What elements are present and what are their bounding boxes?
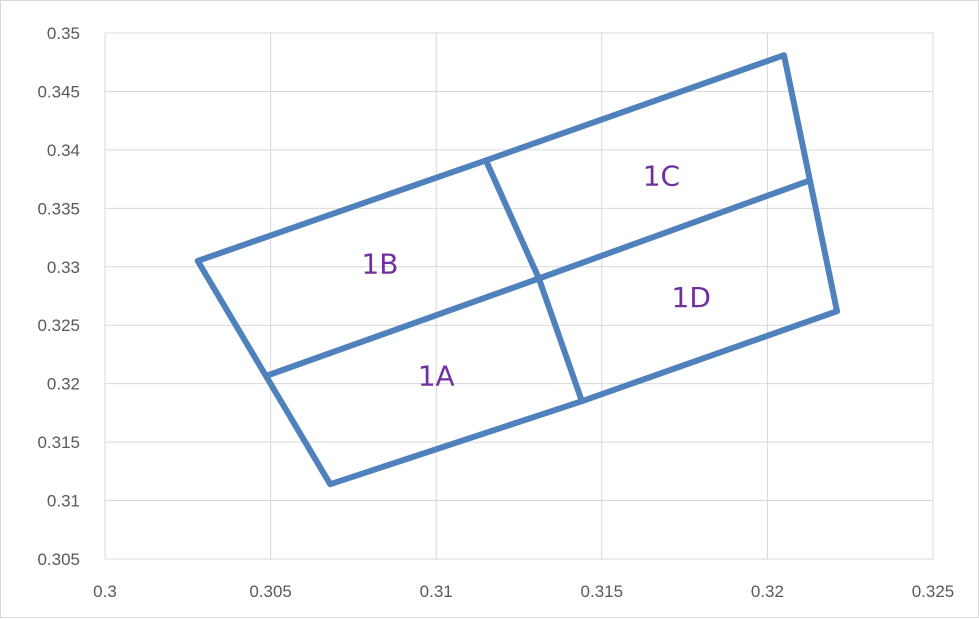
region-label: 1D [672, 281, 711, 314]
y-tick-label: 0.305 [37, 550, 80, 569]
y-tick-label: 0.32 [47, 375, 80, 394]
y-tick-label: 0.35 [47, 24, 80, 43]
series-line [194, 52, 840, 488]
region-label: 1A [418, 359, 455, 392]
region-labels: 1A 1B 1C 1D [361, 160, 711, 393]
x-tick-label: 0.31 [420, 582, 453, 601]
y-tick-label: 0.345 [37, 82, 80, 101]
region-label: 1C [643, 160, 680, 193]
x-axis-ticks: 0.3 0.305 0.31 0.315 0.32 0.325 [93, 582, 954, 601]
x-tick-label: 0.325 [912, 582, 955, 601]
x-tick-label: 0.32 [751, 582, 784, 601]
data-series [194, 52, 840, 488]
series-line [482, 157, 585, 405]
y-tick-label: 0.33 [47, 258, 80, 277]
horizontal-gridlines [105, 32, 933, 502]
y-tick-label: 0.31 [47, 492, 80, 511]
x-tick-label: 0.305 [249, 582, 292, 601]
region-label: 1B [361, 247, 398, 280]
x-tick-label: 0.3 [93, 582, 117, 601]
x-tick-label: 0.315 [581, 582, 624, 601]
y-tick-label: 0.325 [37, 316, 80, 335]
y-axis-ticks: 0.305 0.31 0.315 0.32 0.325 0.33 0.335 0.34 0.34… [37, 24, 80, 569]
y-tick-label: 0.34 [47, 141, 80, 160]
y-tick-label: 0.335 [37, 199, 80, 218]
axes [104, 33, 933, 560]
y-tick-label: 0.315 [37, 433, 80, 452]
